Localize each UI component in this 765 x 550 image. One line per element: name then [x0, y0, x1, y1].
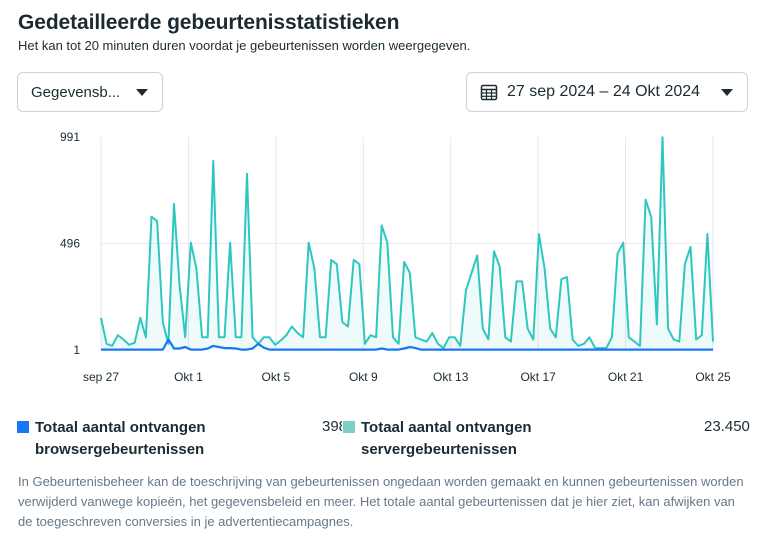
caret-down-icon [136, 89, 148, 96]
y-tick-label: 991 [60, 130, 80, 144]
legend-server-swatch [343, 421, 355, 433]
x-tick-label: Okt 25 [695, 370, 731, 384]
calendar-icon [480, 84, 498, 101]
date-range-picker[interactable]: 27 sep 2024 – 24 Okt 2024 [466, 72, 748, 112]
events-line-chart: sep 27 Okt 1 Okt 5 Okt 9 Okt 13 Okt 17 Okt 21 O… [60, 130, 731, 384]
x-tick-label: Okt 5 [262, 370, 291, 384]
x-tick-label: Okt 17 [520, 370, 556, 384]
server-series-line [100, 136, 714, 350]
data-source-dropdown-label: Gegevensb... [31, 83, 121, 101]
y-tick-label: 1 [73, 343, 80, 357]
y-tick-label: 496 [60, 237, 80, 251]
legend-server-label: Totaal aantal ontvangen servergebeurteni… [361, 419, 532, 458]
x-tick-label: Okt 21 [608, 370, 644, 384]
x-tick-label: Okt 1 [174, 370, 203, 384]
caret-down-icon [721, 89, 733, 96]
x-tick-label: Okt 9 [349, 370, 378, 384]
legend-server-events: Totaal aantal ontvangen servergebeurteni… [343, 417, 551, 461]
page-subtitle: Het kan tot 20 minuten duren voordat je … [18, 38, 471, 53]
page-title: Gedetailleerde gebeurtenisstatistieken [18, 11, 400, 34]
legend-browser-swatch [17, 421, 29, 433]
footnote-text: In Gebeurtenisbeheer kan de toeschrijvin… [18, 474, 744, 529]
x-tick-label: Okt 13 [433, 370, 469, 384]
legend-browser-label: Totaal aantal ontvangen browsergebeurten… [35, 419, 206, 458]
data-source-dropdown[interactable]: Gegevensb... [17, 72, 163, 112]
legend-browser-value: 398 [322, 418, 342, 435]
browser-series-line [101, 338, 713, 351]
legend-server-value: 23.450 [704, 418, 750, 435]
legend-browser-events: Totaal aantal ontvangen browsergebeurten… [17, 417, 225, 461]
date-range-label: 27 sep 2024 – 24 Okt 2024 [507, 83, 701, 100]
x-tick-label: sep 27 [83, 370, 119, 384]
